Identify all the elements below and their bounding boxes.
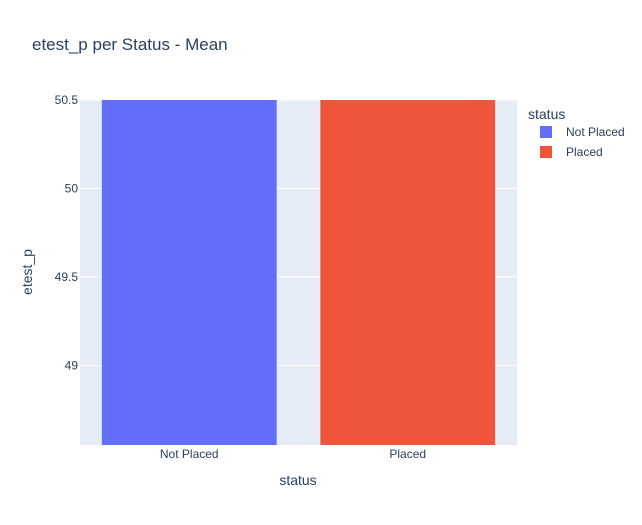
bars	[101, 100, 496, 445]
x-tick-label: Placed	[389, 447, 426, 461]
bar-not-placed[interactable]	[101, 100, 277, 445]
legend-label[interactable]: Placed	[566, 145, 603, 159]
y-tick-label: 49.5	[55, 270, 79, 284]
legend-swatch[interactable]	[540, 146, 552, 158]
x-tick-labels: Not Placed Placed	[160, 447, 426, 461]
x-axis-title: status	[279, 472, 316, 488]
bar-placed[interactable]	[320, 100, 496, 445]
y-tick-label: 50	[65, 181, 79, 195]
legend-swatch[interactable]	[540, 126, 552, 138]
legend-label[interactable]: Not Placed	[566, 125, 625, 139]
chart-title: etest_p per Status - Mean	[32, 35, 228, 54]
legend: Not Placed Placed	[540, 125, 625, 159]
y-tick-label: 50.5	[55, 93, 79, 107]
y-tick-label: 49	[65, 358, 79, 372]
legend-title: status	[528, 106, 565, 122]
x-tick-label: Not Placed	[160, 447, 219, 461]
y-tick-labels: 49 49.5 50 50.5	[55, 93, 79, 372]
y-axis-title: etest_p	[19, 249, 35, 295]
